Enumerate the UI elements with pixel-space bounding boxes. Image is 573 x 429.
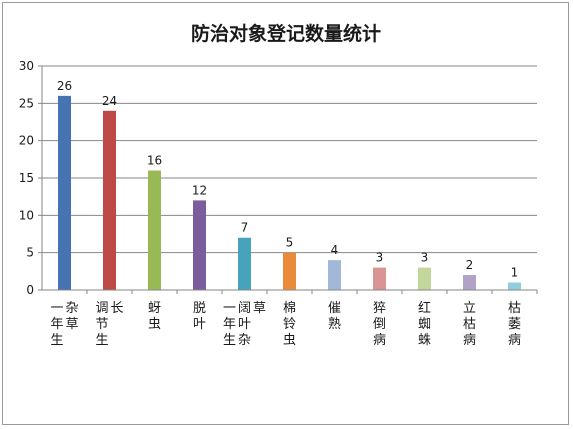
chart-frame <box>2 2 569 425</box>
y-tick-label: 15 <box>19 171 34 185</box>
bar <box>103 110 116 290</box>
data-label: 16 <box>147 154 162 168</box>
x-category-char: 熟 <box>328 316 341 332</box>
bar <box>373 267 386 290</box>
bar <box>463 275 476 290</box>
x-category-char: 杂 <box>65 301 78 316</box>
y-tick-label: 20 <box>19 134 34 148</box>
x-category-label: 枯萎病 <box>508 301 521 348</box>
x-category-char: 立 <box>463 301 476 316</box>
x-category-char: 叶 <box>238 317 251 332</box>
x-category-char: 一 <box>223 301 236 316</box>
x-category-char: 病 <box>508 333 521 348</box>
data-label: 4 <box>331 243 339 257</box>
x-category-char: 草 <box>253 301 266 316</box>
data-label: 7 <box>241 221 249 235</box>
x-category-char: 生 <box>50 333 63 348</box>
x-category-label: 猝倒病 <box>373 301 386 348</box>
y-tick-label: 0 <box>26 283 34 297</box>
data-labels: 26 24 16 12 7 5 4 3 3 2 1 <box>57 79 518 280</box>
x-category-char: 节 <box>95 317 108 332</box>
data-label: 3 <box>376 251 384 265</box>
data-label: 12 <box>192 183 207 197</box>
x-category-char: 虫 <box>283 333 296 348</box>
x-category-label: 红蜘蛛 <box>418 300 431 348</box>
bar <box>418 267 431 290</box>
data-label: 1 <box>511 266 519 280</box>
data-label: 26 <box>57 79 72 93</box>
x-category-char: 叶 <box>193 317 206 332</box>
y-axis-ticks: 0 5 10 15 20 25 30 <box>19 59 42 297</box>
data-label: 2 <box>466 258 474 272</box>
chart-title: 防治对象登记数量统计 <box>191 22 381 45</box>
x-category-char: 催 <box>328 301 341 316</box>
x-category-char: 杂 <box>238 333 251 348</box>
x-category-label: 调节生 长 <box>95 301 123 348</box>
y-tick-label: 30 <box>19 59 34 73</box>
x-category-char: 阔 <box>238 301 251 316</box>
x-category-char: 蜘 <box>418 317 431 332</box>
x-category-label: 立枯病 <box>463 301 476 348</box>
bar <box>328 260 341 290</box>
x-category-char: 萎 <box>508 317 521 332</box>
x-category-char: 年 <box>223 317 236 332</box>
x-category-char: 枯 <box>463 317 476 332</box>
y-tick-label: 10 <box>19 208 34 222</box>
x-category-char: 猝 <box>373 301 386 316</box>
data-label: 3 <box>421 251 429 265</box>
bar <box>193 200 206 290</box>
x-category-label: 一年生 阔叶杂 草 <box>223 301 266 348</box>
y-tick-label: 25 <box>19 96 34 110</box>
bar <box>58 95 71 290</box>
x-category-char: 虫 <box>148 317 161 332</box>
x-category-char: 长 <box>110 301 123 316</box>
y-tick-label: 5 <box>26 246 34 260</box>
x-category-char: 枯 <box>508 301 521 316</box>
x-category-char: 红 <box>418 300 431 316</box>
x-category-char: 蛛 <box>418 333 431 348</box>
grid-lines <box>42 65 537 254</box>
x-category-char: 一 <box>50 301 63 316</box>
x-category-char: 病 <box>373 333 386 348</box>
bar <box>508 282 521 290</box>
x-category-label: 脱叶 <box>193 301 206 332</box>
x-category-char: 脱 <box>193 301 206 316</box>
x-category-label: 蚜虫 <box>148 301 161 332</box>
data-label: 5 <box>286 236 294 250</box>
bar <box>148 170 161 290</box>
x-category-label: 一年生 杂草 <box>50 301 78 348</box>
bar <box>283 252 296 290</box>
x-category-label: 棉铃虫 <box>283 301 296 348</box>
x-category-char: 倒 <box>373 317 386 332</box>
data-label: 24 <box>102 94 117 108</box>
x-category-char: 生 <box>95 333 108 348</box>
x-category-char: 棉 <box>283 301 296 316</box>
x-category-char: 铃 <box>283 317 296 332</box>
x-category-label: 催熟 <box>328 301 341 332</box>
x-category-char: 蚜 <box>148 301 161 316</box>
x-category-char: 年 <box>50 317 63 332</box>
x-category-char: 调 <box>95 301 108 316</box>
bars <box>58 95 521 290</box>
bar <box>238 237 251 290</box>
x-category-char: 生 <box>223 333 236 348</box>
x-category-char: 草 <box>65 317 78 332</box>
x-category-char: 病 <box>463 333 476 348</box>
